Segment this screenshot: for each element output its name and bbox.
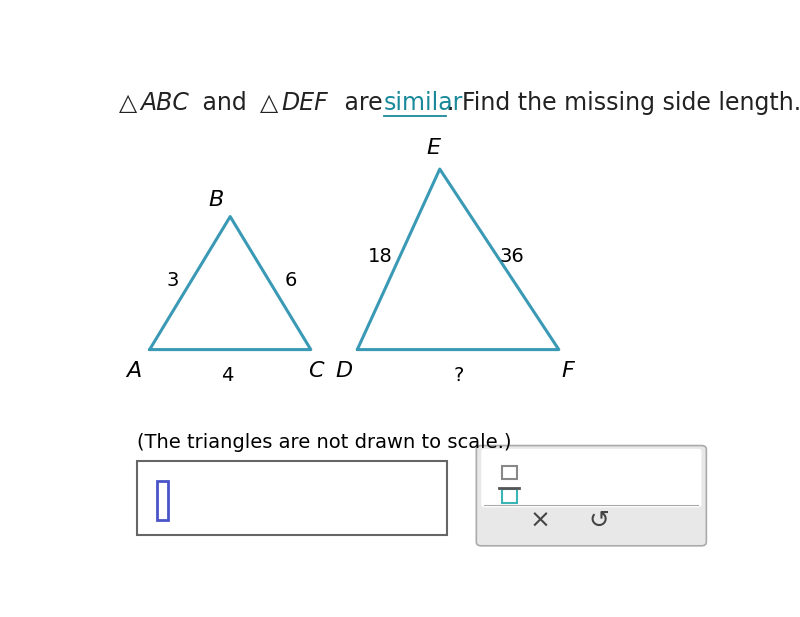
Text: A: A xyxy=(126,361,142,381)
FancyBboxPatch shape xyxy=(482,449,702,507)
Text: 4: 4 xyxy=(221,366,234,385)
FancyBboxPatch shape xyxy=(502,489,517,503)
Text: E: E xyxy=(426,138,441,158)
Text: (The triangles are not drawn to scale.): (The triangles are not drawn to scale.) xyxy=(138,433,512,452)
Text: F: F xyxy=(562,361,574,381)
Text: C: C xyxy=(308,361,323,381)
Text: D: D xyxy=(335,361,352,381)
Text: △: △ xyxy=(260,91,278,115)
FancyBboxPatch shape xyxy=(476,445,706,546)
FancyBboxPatch shape xyxy=(502,465,517,479)
Text: 6: 6 xyxy=(285,271,297,290)
Text: 36: 36 xyxy=(500,247,525,267)
Text: . Find the missing side length.: . Find the missing side length. xyxy=(447,91,800,115)
Text: are: are xyxy=(337,91,390,115)
FancyBboxPatch shape xyxy=(138,462,447,535)
Text: 18: 18 xyxy=(368,247,393,267)
Text: ?: ? xyxy=(453,366,463,385)
Text: ABC: ABC xyxy=(140,91,189,115)
Text: △: △ xyxy=(118,91,137,115)
Text: ↺: ↺ xyxy=(589,508,610,532)
Text: DEF: DEF xyxy=(282,91,329,115)
Text: 3: 3 xyxy=(167,271,179,290)
Text: B: B xyxy=(208,190,223,210)
Text: similar: similar xyxy=(384,91,463,115)
Text: and: and xyxy=(195,91,254,115)
Text: ×: × xyxy=(530,508,550,532)
